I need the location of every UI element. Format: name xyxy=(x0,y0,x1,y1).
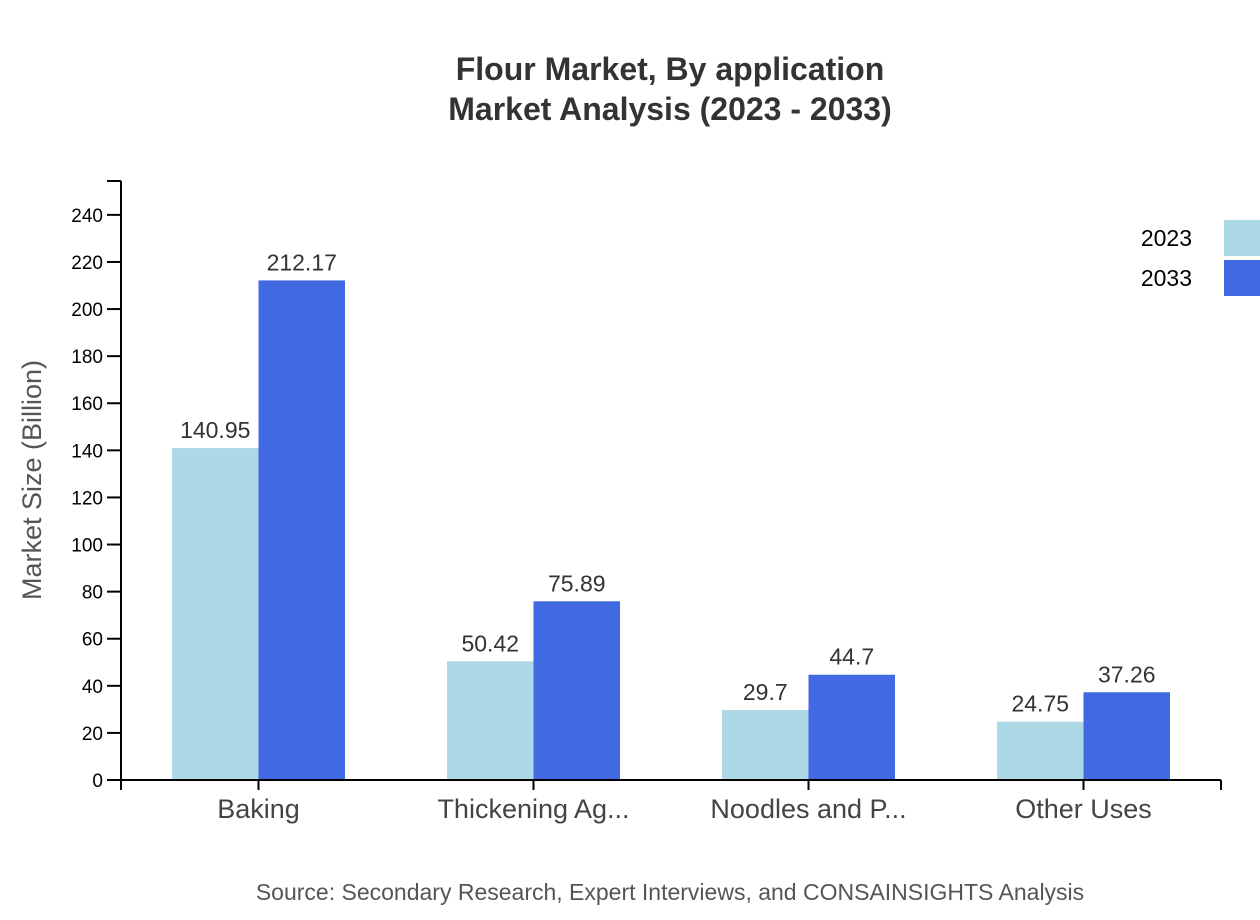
y-tick-label: 240 xyxy=(71,206,103,227)
value-label: 50.42 xyxy=(461,630,519,656)
x-labels-layer: Baking Thickening Ag... Noodles and P... Ot… xyxy=(217,780,1152,824)
source-note: Source: Secondary Research, Expert Inter… xyxy=(256,879,1084,905)
bars-layer xyxy=(172,280,1170,780)
bar-2023-2 xyxy=(722,710,809,780)
x-category-label: Noodles and P... xyxy=(710,794,906,824)
value-label: 24.75 xyxy=(1011,691,1069,717)
y-tick-label: 140 xyxy=(71,441,103,462)
y-tick-label: 100 xyxy=(71,536,103,557)
y-tick-label: 160 xyxy=(71,394,103,415)
value-label: 75.89 xyxy=(548,570,606,596)
y-tick-label: 80 xyxy=(82,583,103,604)
y-axis-title: Market Size (Billion) xyxy=(17,360,47,600)
x-axis xyxy=(120,779,1222,790)
y-tick-label: 220 xyxy=(71,253,103,274)
value-labels-layer: 140.95 212.17 50.42 75.89 29.7 44.7 24.75 37.26 xyxy=(180,249,1155,716)
legend-swatch xyxy=(1224,260,1260,296)
value-label: 140.95 xyxy=(180,417,250,443)
y-tick-label: 120 xyxy=(71,488,103,509)
y-ticks-layer: 0 20 40 60 80 100 120 140 160 180 200 220 240 xyxy=(71,206,121,792)
x-category-label: Baking xyxy=(217,794,300,824)
legend-label: 2033 xyxy=(1141,265,1192,291)
bar-2033-1 xyxy=(533,601,620,780)
value-label: 44.7 xyxy=(829,644,874,670)
legend-swatch xyxy=(1224,220,1260,256)
y-tick-label: 200 xyxy=(71,300,103,321)
y-tick-label: 60 xyxy=(82,630,103,651)
value-label: 212.17 xyxy=(267,249,337,275)
bar-2023-3 xyxy=(997,721,1084,780)
value-label: 29.7 xyxy=(743,679,788,705)
y-tick-label: 40 xyxy=(82,677,103,698)
y-tick-label: 0 xyxy=(92,771,103,792)
x-category-label: Thickening Ag... xyxy=(437,794,629,824)
x-category-label: Other Uses xyxy=(1015,794,1152,824)
y-axis xyxy=(107,180,122,780)
y-tick-label: 20 xyxy=(82,724,103,745)
bar-2033-0 xyxy=(258,280,345,780)
legend-label: 2023 xyxy=(1141,225,1192,251)
y-tick-label: 180 xyxy=(71,347,103,368)
chart-title: Flour Market, By application xyxy=(456,51,885,87)
bar-2033-2 xyxy=(808,674,895,780)
bar-2033-3 xyxy=(1083,692,1170,780)
value-label: 37.26 xyxy=(1098,661,1156,687)
chart-subtitle: Market Analysis (2023 - 2033) xyxy=(448,91,892,127)
bar-2023-0 xyxy=(172,448,259,780)
bar-2023-1 xyxy=(447,661,534,780)
legend: 2023 2033 xyxy=(1141,220,1260,296)
